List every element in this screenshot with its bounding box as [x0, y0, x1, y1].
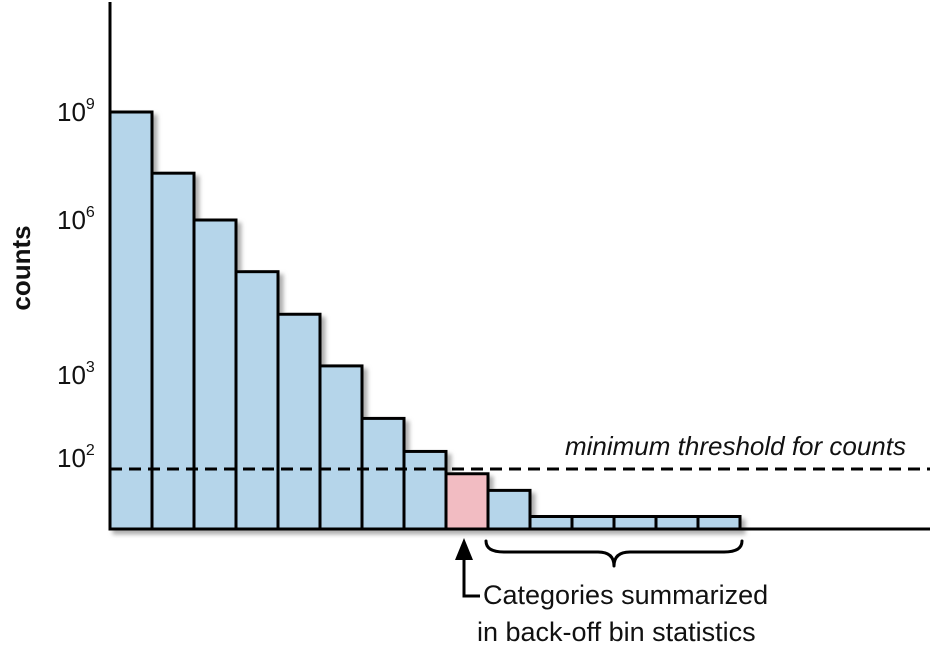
- bar: [696, 514, 742, 531]
- bar: [276, 312, 322, 531]
- bar: [402, 449, 448, 531]
- bar: [570, 514, 616, 531]
- bar: [360, 416, 406, 531]
- y-axis-label: counts: [6, 225, 36, 310]
- y-tick-labels: 109 106 103 102: [57, 96, 95, 473]
- bar: [528, 514, 574, 531]
- arrow-head: [455, 538, 473, 560]
- bar: [234, 270, 280, 531]
- threshold-label: minimum threshold for counts: [565, 431, 906, 461]
- bar: [654, 514, 700, 531]
- arrow-line: [462, 560, 480, 598]
- bar: [612, 514, 658, 531]
- y-tick-label: 109: [57, 96, 95, 127]
- bar: [318, 364, 364, 531]
- bar-highlighted: [444, 472, 490, 531]
- y-tick-label: 106: [57, 204, 95, 235]
- annotation-line-2: in back-off bin statistics: [477, 617, 756, 647]
- y-tick-label: 103: [57, 359, 95, 390]
- annotation-line-1: Categories summarized: [483, 580, 768, 610]
- bars: [108, 110, 742, 531]
- y-tick-label: 102: [57, 442, 95, 473]
- summary-brace: [484, 539, 744, 568]
- bar: [150, 171, 196, 531]
- bar: [486, 488, 532, 531]
- bar: [108, 110, 154, 531]
- bar: [192, 218, 238, 531]
